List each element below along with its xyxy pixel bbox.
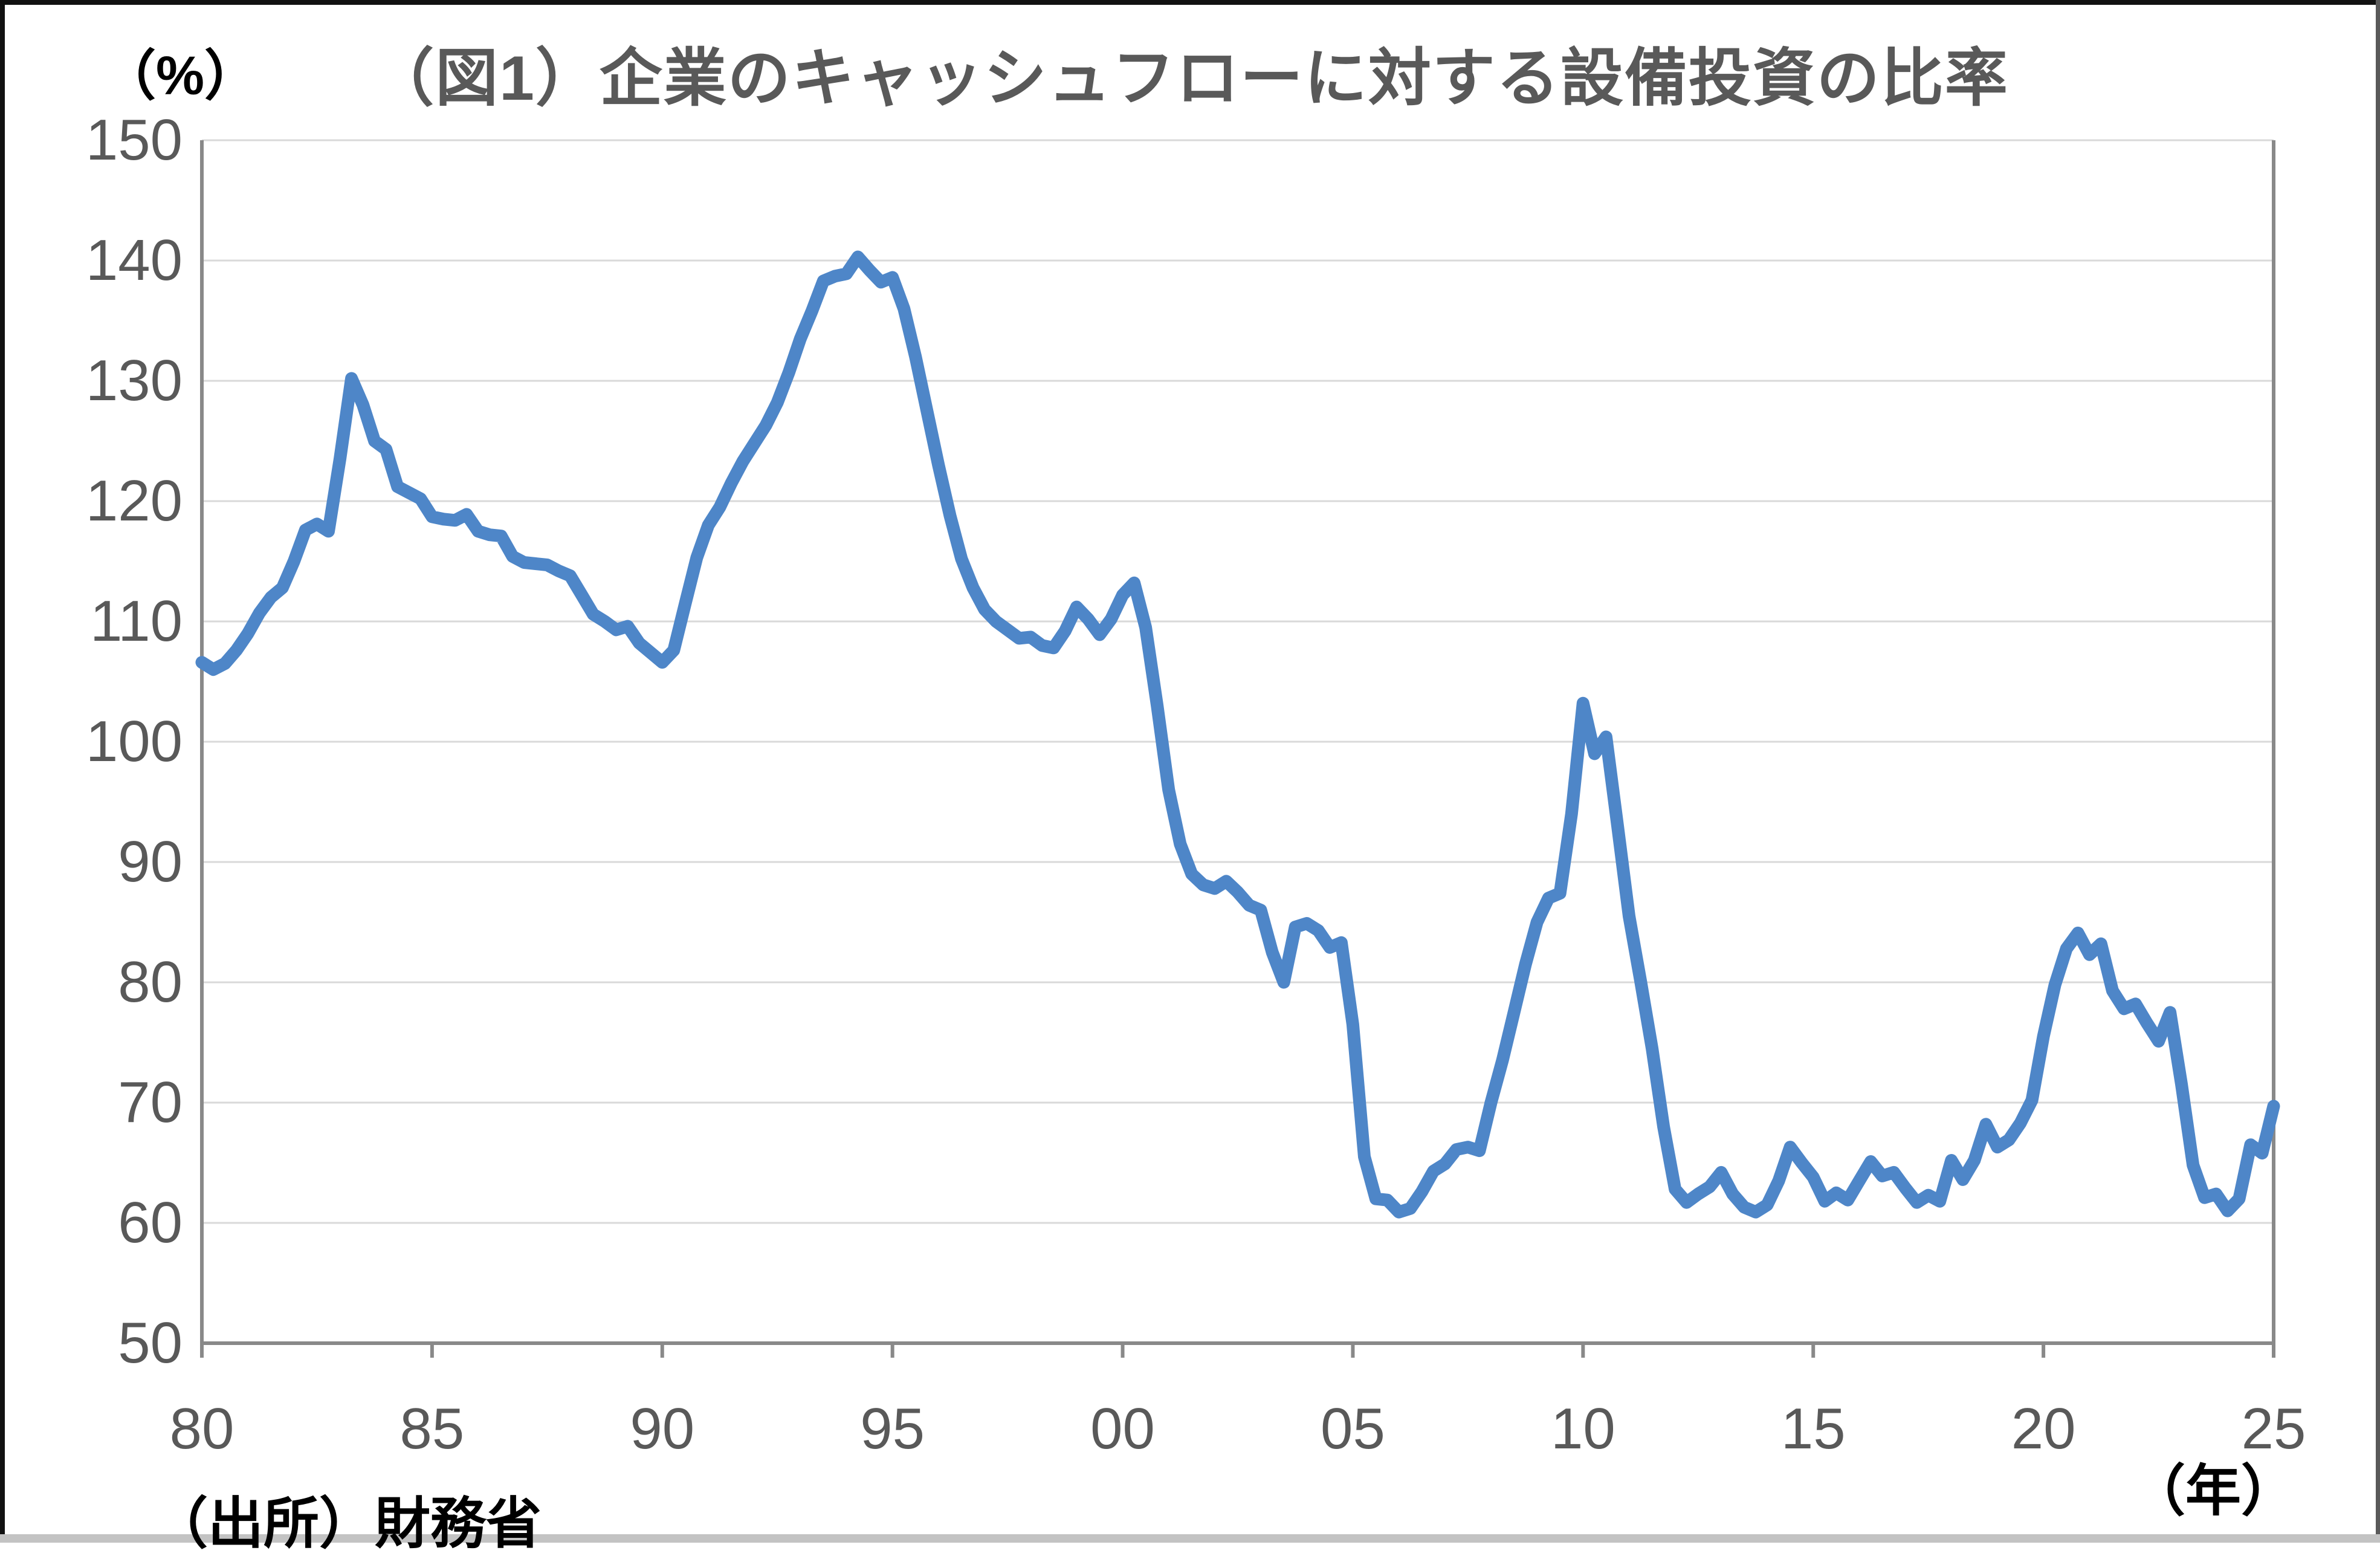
axis-tick-marks bbox=[200, 1343, 2275, 1358]
gridlines bbox=[202, 139, 2274, 1344]
x-tick-label-85: 85 bbox=[399, 1396, 465, 1461]
y-tick-label-140: 140 bbox=[85, 228, 183, 293]
y-tick-label-60: 60 bbox=[118, 1190, 183, 1255]
data-line-capex-cashflow-ratio bbox=[195, 250, 2280, 1219]
chart-title: （図1）企業のキャッシュフローに対する設備投資の比率 bbox=[371, 44, 2009, 114]
frame-border-right bbox=[2376, 0, 2380, 1543]
x-tick-label-90: 90 bbox=[630, 1396, 695, 1461]
x-tick-label-15: 15 bbox=[1780, 1396, 1846, 1461]
y-tick-label-90: 90 bbox=[118, 829, 183, 894]
x-tick-label-20: 20 bbox=[2011, 1396, 2076, 1461]
y-tick-label-110: 110 bbox=[89, 589, 183, 653]
x-axis-unit-label: （年） bbox=[2129, 1460, 2297, 1522]
x-tick-label-10: 10 bbox=[1550, 1396, 1615, 1461]
x-tick-label-25: 25 bbox=[2241, 1396, 2306, 1461]
x-tick-label-05: 05 bbox=[1321, 1396, 1385, 1461]
y-tick-label-50: 50 bbox=[118, 1311, 183, 1375]
frame-border-top bbox=[0, 0, 2380, 5]
x-tick-label-80: 80 bbox=[169, 1396, 234, 1461]
frame-border-bottom bbox=[0, 1534, 2380, 1543]
frame-border-left bbox=[0, 0, 5, 1543]
y-axis-unit-label: （%） bbox=[102, 46, 259, 106]
x-tick-label-00: 00 bbox=[1090, 1396, 1155, 1461]
y-tick-label-70: 70 bbox=[118, 1070, 183, 1135]
y-tick-label-120: 120 bbox=[85, 468, 183, 533]
y-tick-label-100: 100 bbox=[85, 709, 183, 774]
x-tick-label-95: 95 bbox=[860, 1396, 925, 1461]
y-tick-label-80: 80 bbox=[118, 950, 183, 1014]
y-tick-label-150: 150 bbox=[85, 108, 183, 172]
y-tick-label-130: 130 bbox=[85, 348, 183, 413]
axes bbox=[200, 140, 2275, 1345]
